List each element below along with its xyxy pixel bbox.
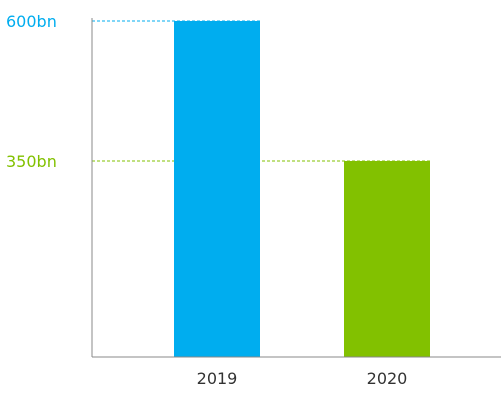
x-tick-label-2020: 2020 [367,369,408,388]
value-labels: 600bn 350bn [6,12,57,171]
bar-2020 [344,161,430,357]
reference-lines [92,20,430,162]
x-tick-label-2019: 2019 [197,369,238,388]
axes [91,18,501,358]
x-tick-labels: 2019 2020 [197,369,408,388]
bars [174,21,430,357]
value-label-2019: 600bn [6,12,57,31]
bar-2019 [174,21,260,357]
value-label-2020: 350bn [6,152,57,171]
